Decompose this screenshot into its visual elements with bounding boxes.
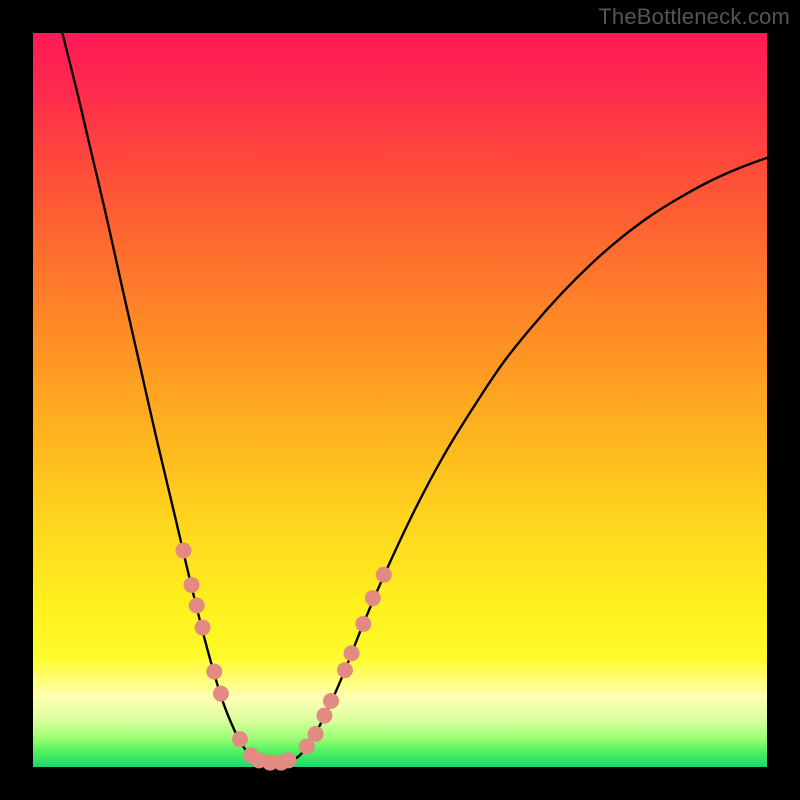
- data-marker: [337, 662, 353, 678]
- data-marker: [308, 726, 324, 742]
- data-marker: [184, 577, 200, 593]
- watermark-text: TheBottleneck.com: [598, 4, 790, 30]
- data-marker: [344, 645, 360, 661]
- data-marker: [213, 686, 229, 702]
- data-marker: [323, 693, 339, 709]
- chart-frame: TheBottleneck.com: [0, 0, 800, 800]
- data-marker: [365, 590, 381, 606]
- data-markers: [33, 33, 767, 767]
- data-marker: [206, 664, 222, 680]
- data-marker: [189, 598, 205, 614]
- data-marker: [195, 620, 211, 636]
- data-marker: [280, 752, 296, 768]
- data-marker: [232, 731, 248, 747]
- data-marker: [376, 567, 392, 583]
- plot-area: [33, 33, 767, 767]
- data-marker: [316, 708, 332, 724]
- data-marker: [175, 542, 191, 558]
- data-marker: [355, 616, 371, 632]
